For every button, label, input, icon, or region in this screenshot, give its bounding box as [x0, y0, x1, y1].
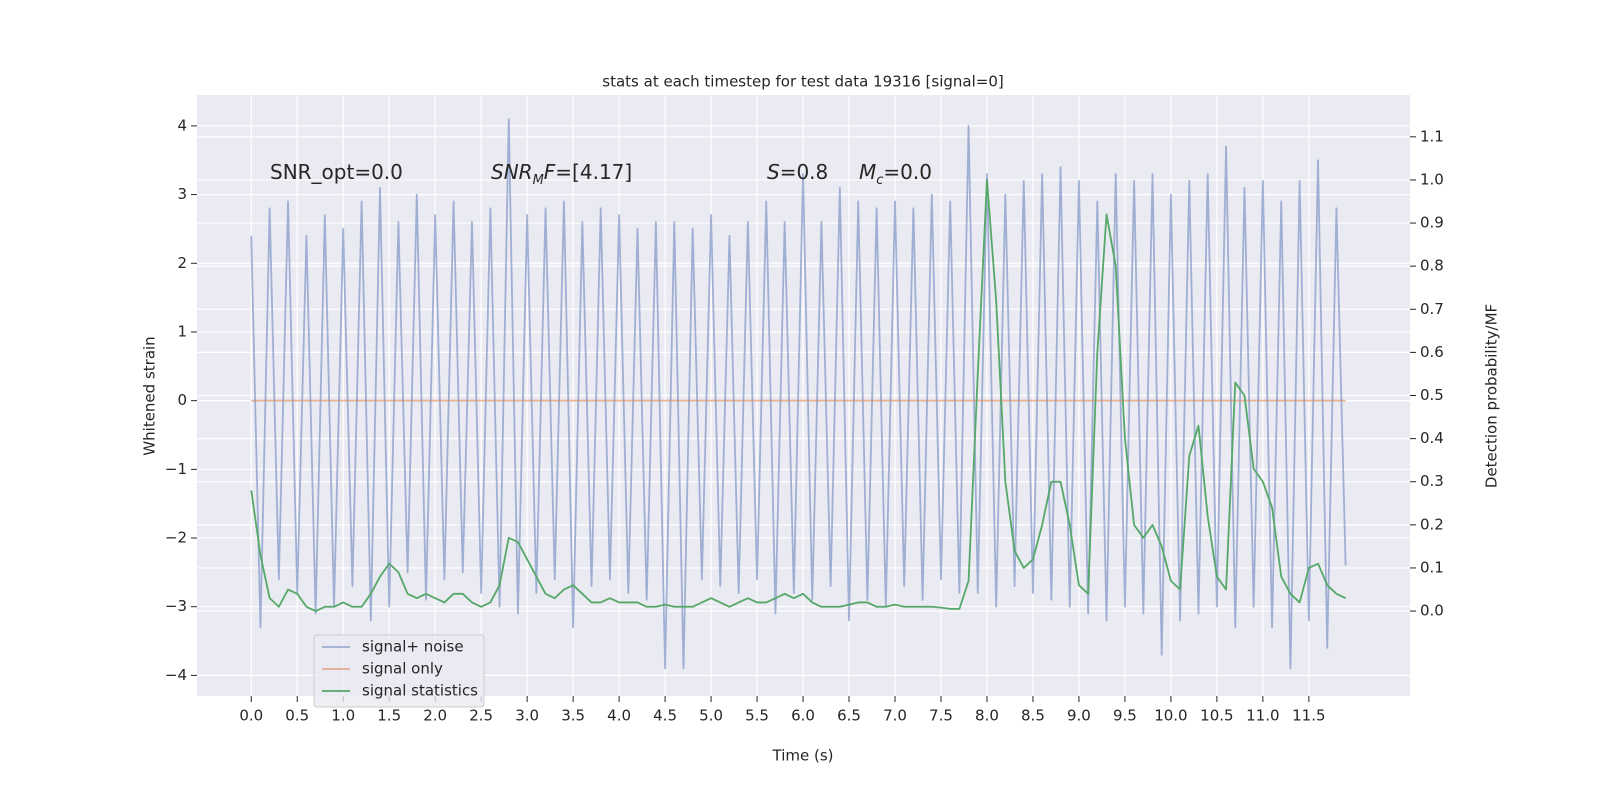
annotation: S=0.8	[767, 160, 828, 184]
x-tick-label: 10.0	[1154, 707, 1187, 725]
x-tick-label: 6.0	[791, 707, 815, 725]
y-axis-label: Whitened strain	[141, 336, 159, 455]
y2-tick-label: 0.4	[1420, 429, 1444, 447]
x-tick-label: 6.5	[837, 707, 861, 725]
annotation-part: =0.8	[780, 160, 829, 184]
x-tick-label: 7.5	[929, 707, 953, 725]
x-tick-label: 5.5	[745, 707, 769, 725]
y2-tick-label: 0.2	[1420, 515, 1444, 533]
x-tick-label: 2.5	[469, 707, 493, 725]
y-tick-label: −3	[165, 597, 187, 615]
x-tick-label: 11.5	[1292, 707, 1325, 725]
y2-tick-label: 1.0	[1420, 170, 1444, 188]
series-line	[250, 118, 1347, 670]
y2-tick-label: 0.8	[1420, 257, 1444, 275]
annotation-part: M	[859, 160, 876, 184]
y-tick-label: 2	[177, 254, 187, 272]
y2-tick-label: 0.7	[1420, 300, 1444, 318]
x-tick-label: 3.0	[515, 707, 539, 725]
annotation: SNR_opt=0.0	[270, 160, 403, 184]
annotation-part: c	[876, 173, 883, 188]
y2-axis-label: Detection probability/MF	[1483, 304, 1501, 488]
chart-title: stats at each timestep for test data 193…	[602, 73, 1003, 91]
y2-tick-label: 0.5	[1420, 386, 1444, 404]
annotation-part: S	[767, 160, 780, 184]
y-tick-label: 0	[177, 391, 187, 409]
x-tick-label: 8.5	[1021, 707, 1045, 725]
annotation-part: SNR	[491, 160, 533, 184]
x-tick-label: 1.0	[331, 707, 355, 725]
x-tick-label: 5.0	[699, 707, 723, 725]
x-tick-label: 3.5	[561, 707, 585, 725]
y-tick-label: −4	[165, 666, 187, 684]
x-tick-label: 8.0	[975, 707, 999, 725]
y-tick-label: −1	[165, 460, 187, 478]
legend-box	[313, 634, 485, 708]
annotation-part: =0.0	[883, 160, 932, 184]
y2-tick-label: 0.3	[1420, 472, 1444, 490]
x-axis-label: Time (s)	[772, 747, 834, 765]
x-tick-label: 9.5	[1113, 707, 1137, 725]
series-line	[250, 179, 1347, 612]
annotation-part: =[4.17]	[555, 160, 632, 184]
x-tick-label: 9.0	[1067, 707, 1091, 725]
x-tick-label: 11.0	[1246, 707, 1279, 725]
annotation-part: M	[533, 173, 544, 188]
annotation: Mc=0.0	[859, 160, 932, 189]
y2-tick-label: 0.0	[1420, 602, 1444, 620]
y-tick-label: 3	[177, 185, 187, 203]
y2-tick-label: 1.1	[1420, 127, 1444, 145]
annotation-part: F	[544, 160, 556, 184]
annotation: SNRMF=[4.17]	[491, 160, 632, 189]
x-tick-label: 1.5	[377, 707, 401, 725]
x-tick-label: 0.5	[285, 707, 309, 725]
x-tick-label: 0.0	[239, 707, 263, 725]
y2-tick-label: 0.9	[1420, 214, 1444, 232]
y-tick-label: 1	[177, 322, 187, 340]
x-tick-label: 2.0	[423, 707, 447, 725]
y-tick-label: −2	[165, 529, 187, 547]
legend-label: signal+ noise	[362, 638, 464, 656]
x-tick-label: 4.5	[653, 707, 677, 725]
x-tick-label: 7.0	[883, 707, 907, 725]
y-tick-label: 4	[177, 116, 187, 134]
legend-label: signal only	[362, 660, 443, 678]
x-tick-label: 4.0	[607, 707, 631, 725]
y2-tick-label: 0.6	[1420, 343, 1444, 361]
legend-label: signal statistics	[362, 682, 478, 700]
annotation-part: SNR_opt=0.0	[270, 160, 403, 184]
y2-tick-label: 0.1	[1420, 558, 1444, 576]
x-tick-label: 10.5	[1200, 707, 1233, 725]
